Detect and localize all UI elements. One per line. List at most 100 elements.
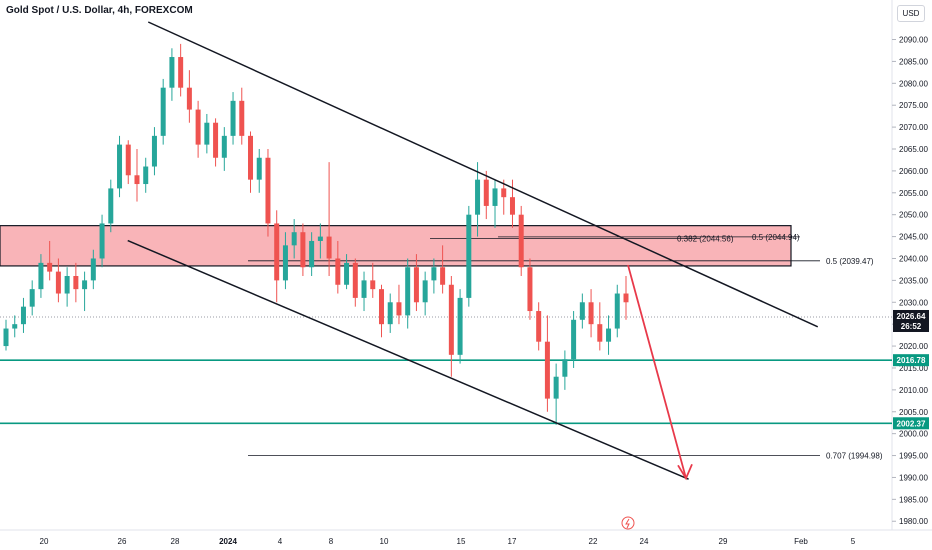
candle-body bbox=[195, 109, 201, 145]
channel-lower-trendline bbox=[127, 239, 689, 480]
candle-body bbox=[518, 214, 524, 268]
y-tick-label: 2020.00 bbox=[899, 342, 928, 351]
candle-body bbox=[370, 280, 376, 290]
candle-body bbox=[536, 311, 542, 342]
x-tick-label: 24 bbox=[640, 537, 649, 546]
candle-body bbox=[29, 289, 35, 307]
candle-body bbox=[396, 302, 402, 316]
support-level-value: 2002.37 bbox=[897, 419, 926, 428]
y-tick-label: 2080.00 bbox=[899, 79, 928, 88]
candle-body bbox=[413, 267, 419, 303]
x-tick-label: 17 bbox=[508, 537, 517, 546]
candle-body bbox=[422, 280, 428, 303]
candle-body bbox=[623, 293, 629, 303]
y-tick-label: 2000.00 bbox=[899, 430, 928, 439]
x-tick-label: Feb bbox=[794, 537, 808, 546]
candle-body bbox=[20, 306, 26, 325]
candle-body bbox=[38, 262, 44, 290]
y-tick-label: 2090.00 bbox=[899, 36, 928, 45]
candle-body bbox=[448, 284, 454, 355]
candle-body bbox=[614, 293, 620, 329]
x-tick-label: 8 bbox=[329, 537, 334, 546]
candle-body bbox=[553, 376, 559, 399]
candle-body bbox=[492, 188, 498, 206]
candle-body bbox=[160, 87, 166, 136]
y-tick-label: 2070.00 bbox=[899, 123, 928, 132]
support-level-value: 2016.78 bbox=[897, 356, 926, 365]
x-tick-label: 26 bbox=[118, 537, 127, 546]
x-tick-label: 10 bbox=[380, 537, 389, 546]
candle-body bbox=[169, 57, 175, 88]
fib-level-label: 0.5 (2044.94) bbox=[752, 233, 800, 242]
support-level-badge bbox=[893, 354, 929, 367]
candle-body bbox=[344, 262, 350, 285]
candle-body bbox=[378, 289, 384, 325]
candle-body bbox=[335, 258, 341, 285]
candle-body bbox=[55, 271, 61, 294]
y-tick-label: 1980.00 bbox=[899, 517, 928, 526]
candle-body bbox=[125, 144, 131, 176]
candle-body bbox=[317, 236, 323, 241]
candle-body bbox=[134, 175, 140, 185]
x-tick-label: 2024 bbox=[219, 537, 237, 546]
candle-body bbox=[117, 144, 123, 189]
candle-body bbox=[387, 302, 393, 325]
candle-body bbox=[143, 166, 149, 185]
candle-body bbox=[544, 341, 550, 399]
candle-body bbox=[300, 232, 306, 268]
candle-body bbox=[3, 328, 9, 347]
chart-title: Gold Spot / U.S. Dollar, 4h, FOREXCOM bbox=[6, 5, 193, 16]
countdown-timer: 26:52 bbox=[901, 322, 922, 331]
candle-body bbox=[309, 240, 315, 268]
y-tick-label: 2040.00 bbox=[899, 254, 928, 263]
current-price-value: 2026.64 bbox=[897, 312, 926, 321]
y-tick-label: 2030.00 bbox=[899, 298, 928, 307]
y-tick-label: 2085.00 bbox=[899, 57, 928, 66]
y-tick-label: 2045.00 bbox=[899, 233, 928, 242]
candle-body bbox=[64, 276, 70, 294]
candle-body bbox=[326, 236, 332, 259]
x-tick-label: 29 bbox=[719, 537, 728, 546]
projection-arrow-line bbox=[627, 264, 687, 479]
candle-body bbox=[483, 179, 489, 206]
candle-body bbox=[12, 324, 18, 329]
candle-body bbox=[588, 302, 594, 325]
candle-body bbox=[99, 223, 105, 259]
currency-button[interactable]: USD bbox=[897, 5, 925, 22]
candle-body bbox=[579, 302, 585, 320]
candle-body bbox=[230, 100, 236, 136]
candle-body bbox=[352, 262, 358, 298]
candle-body bbox=[527, 267, 533, 312]
candle-body bbox=[361, 280, 367, 298]
candle-body bbox=[475, 179, 481, 215]
y-tick-label: 2075.00 bbox=[899, 101, 928, 110]
x-tick-label: 15 bbox=[457, 537, 466, 546]
candle-body bbox=[274, 223, 280, 281]
candle-body bbox=[440, 267, 446, 285]
candle-body bbox=[186, 87, 192, 110]
candle-body bbox=[466, 214, 472, 298]
candle-body bbox=[82, 280, 88, 290]
candle-body bbox=[90, 258, 96, 281]
candle-body bbox=[108, 188, 114, 224]
y-tick-label: 2035.00 bbox=[899, 276, 928, 285]
resistance-zone bbox=[0, 225, 792, 267]
candle-body bbox=[509, 197, 515, 215]
support-level-badge bbox=[893, 417, 929, 430]
projection-arrow-head bbox=[677, 463, 693, 481]
x-tick-label: 4 bbox=[278, 537, 283, 546]
candle-body bbox=[204, 122, 210, 145]
y-tick-label: 2005.00 bbox=[899, 408, 928, 417]
x-tick-label: 28 bbox=[171, 537, 180, 546]
candle-body bbox=[571, 319, 577, 360]
candle-body bbox=[431, 267, 437, 281]
candle-body bbox=[256, 157, 262, 180]
candle-body bbox=[597, 324, 603, 342]
candle-body bbox=[178, 57, 184, 88]
candle-body bbox=[457, 297, 463, 355]
x-tick-label: 22 bbox=[589, 537, 598, 546]
fib-level-label: 0.382 (2044.56) bbox=[677, 235, 734, 244]
y-tick-label: 2015.00 bbox=[899, 364, 928, 373]
